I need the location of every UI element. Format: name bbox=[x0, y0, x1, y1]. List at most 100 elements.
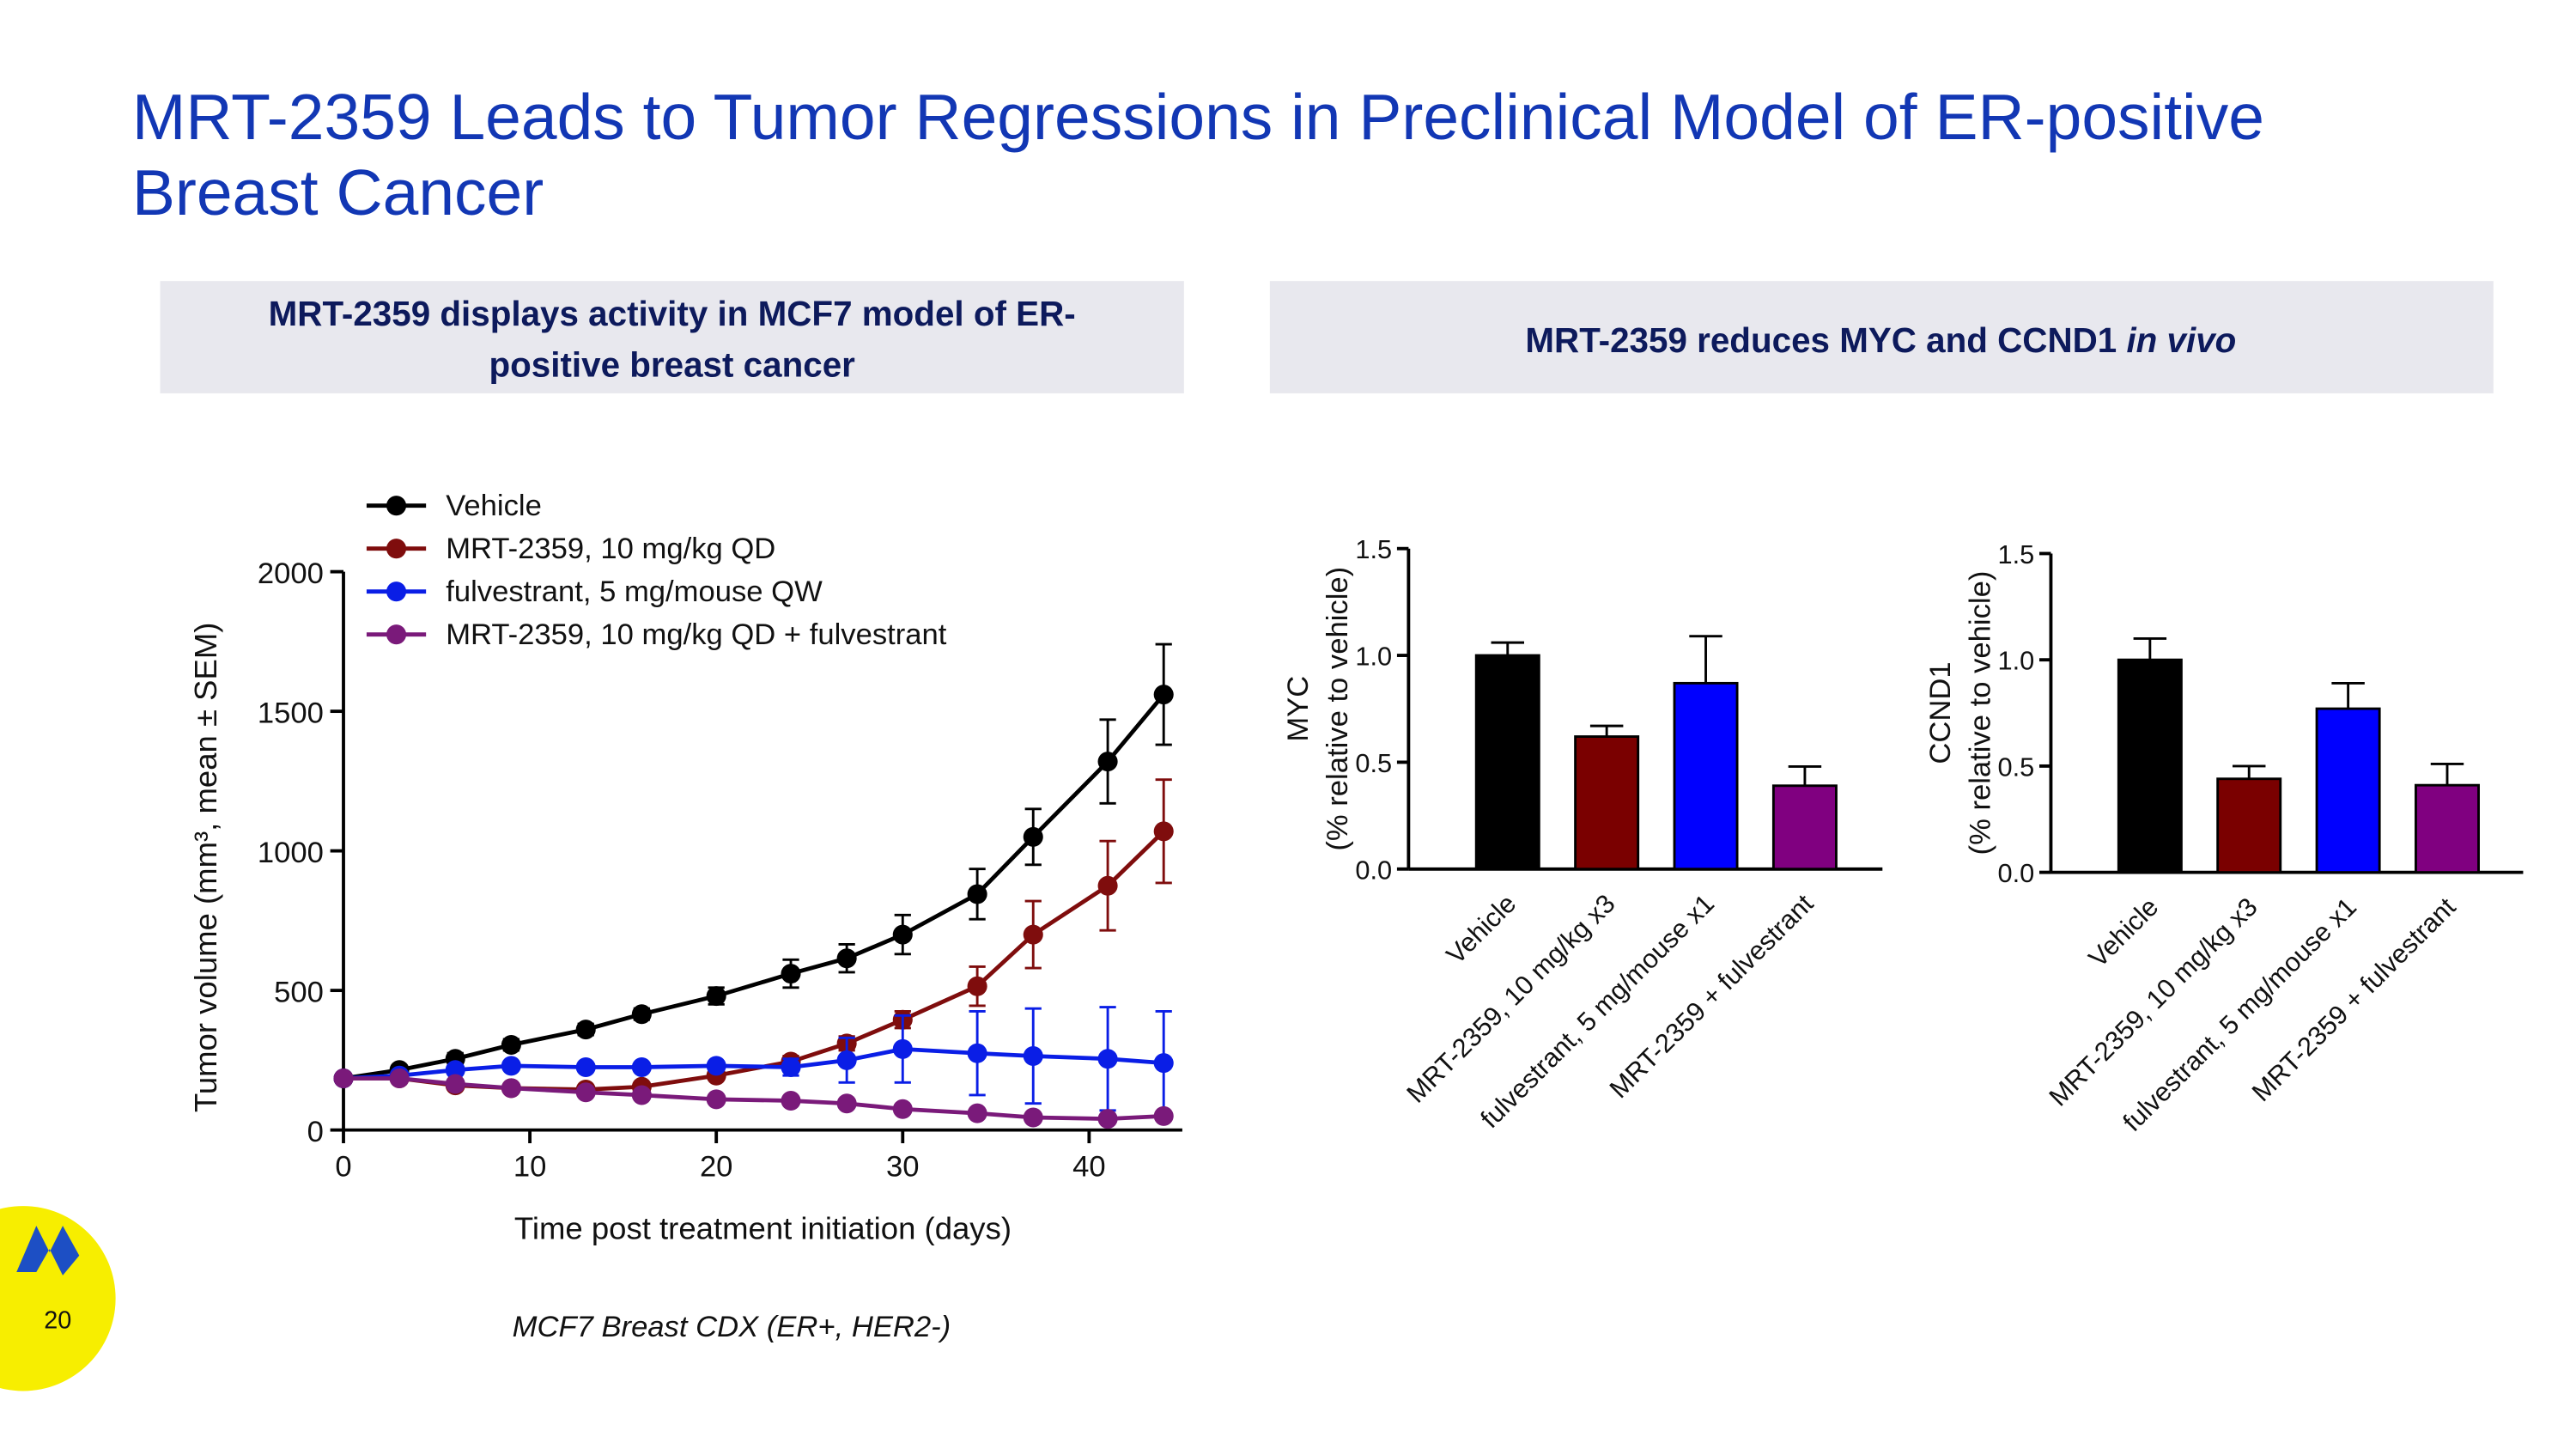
y-tick-label: 0.5 bbox=[1355, 748, 1392, 778]
error-bar bbox=[1689, 635, 1722, 684]
panel-header-bg bbox=[1269, 281, 2494, 393]
legend-label: fulvestrant, 5 mg/mouse QW bbox=[446, 575, 823, 608]
data-point bbox=[706, 986, 726, 1007]
bar bbox=[1673, 681, 1739, 871]
panel-heading: MRT-2359 reduces MYC and CCND1 in vivo bbox=[1525, 320, 2236, 360]
heading-part: in vivo bbox=[2126, 320, 2236, 360]
error-bar bbox=[1491, 641, 1524, 656]
data-point bbox=[967, 1103, 987, 1123]
bar bbox=[2415, 783, 2480, 874]
data-point bbox=[631, 1056, 652, 1078]
x-axis-title: Time post treatment initiation (days) bbox=[514, 1211, 1012, 1246]
data-point bbox=[1023, 1045, 1043, 1067]
slide-title: MRT-2359 Leads to Tumor Regressions in P… bbox=[132, 81, 2264, 153]
data-point bbox=[389, 1068, 410, 1089]
logo-badge bbox=[0, 1206, 116, 1391]
x-tick-label: MRT-2359 + fulvestrant bbox=[2246, 892, 2462, 1107]
y-tick-label: 0.5 bbox=[1997, 752, 2034, 782]
error-bar bbox=[1788, 764, 1822, 786]
data-point bbox=[1023, 924, 1043, 945]
data-point bbox=[781, 1056, 801, 1078]
data-point bbox=[706, 1056, 726, 1076]
y-tick-label: 1.0 bbox=[1355, 642, 1392, 672]
data-point bbox=[892, 1099, 913, 1119]
y-axis-title: (% relative to vehicle) bbox=[1964, 571, 1996, 855]
series-line bbox=[343, 693, 1166, 1081]
bar bbox=[1574, 735, 1640, 871]
bar bbox=[2117, 658, 2183, 874]
data-point bbox=[967, 1043, 987, 1063]
legend-label: Vehicle bbox=[446, 490, 542, 522]
panel-header-bg bbox=[160, 281, 1184, 393]
x-tick-label: Vehicle bbox=[1440, 888, 1522, 970]
data-point bbox=[575, 1020, 596, 1040]
data-point bbox=[967, 976, 987, 996]
y-tick-label: 0.0 bbox=[1997, 858, 2034, 888]
data-point bbox=[781, 1090, 801, 1111]
legend-label: MRT-2359, 10 mg/kg QD bbox=[446, 533, 775, 565]
data-point bbox=[501, 1034, 521, 1056]
legend-label: MRT-2359, 10 mg/kg QD + fulvestrant bbox=[446, 618, 947, 651]
data-point bbox=[501, 1056, 521, 1076]
y-tick-label: 1.5 bbox=[1997, 539, 2034, 569]
y-axis-title: Tumor volume (mm³, mean ± SEM) bbox=[188, 623, 223, 1113]
data-point bbox=[575, 1082, 596, 1103]
legend-marker bbox=[386, 581, 407, 602]
error-bar bbox=[1589, 724, 1624, 737]
x-tick-label: Vehicle bbox=[2082, 892, 2164, 973]
y-tick-label: 500 bbox=[274, 977, 324, 1009]
legend-marker bbox=[386, 539, 407, 559]
y-tick-label: 1000 bbox=[258, 837, 324, 869]
error-bar bbox=[2233, 764, 2266, 779]
data-point bbox=[1023, 826, 1043, 847]
data-point bbox=[631, 1004, 652, 1025]
y-axis-title: (% relative to vehicle) bbox=[1321, 567, 1354, 851]
data-point bbox=[967, 884, 987, 904]
error-bar bbox=[2331, 681, 2365, 709]
panel-heading: MRT-2359 displays activity in MCF7 model… bbox=[269, 294, 1076, 333]
y-tick-label: 1.5 bbox=[1355, 534, 1392, 564]
x-tick-label: 10 bbox=[513, 1150, 547, 1183]
y-axis-title: MYC bbox=[1282, 676, 1315, 742]
data-point bbox=[1153, 1053, 1174, 1074]
data-point bbox=[501, 1078, 521, 1099]
footnote: MCF7 Breast CDX (ER+, HER2-) bbox=[513, 1311, 951, 1343]
data-point bbox=[781, 964, 801, 984]
data-point bbox=[1097, 1109, 1118, 1129]
heading-part: MRT-2359 reduces MYC and CCND1 bbox=[1525, 320, 2117, 360]
x-tick-label: 30 bbox=[886, 1150, 920, 1183]
x-tick-label: MRT-2359 + fulvestrant bbox=[1603, 888, 1819, 1104]
page-number: 20 bbox=[44, 1306, 71, 1334]
bar bbox=[1771, 784, 1838, 871]
y-tick-label: 0 bbox=[307, 1116, 324, 1148]
legend-marker bbox=[386, 624, 407, 645]
data-point bbox=[333, 1068, 354, 1089]
y-axis-title: CCND1 bbox=[1924, 661, 1957, 764]
y-tick-label: 1.0 bbox=[1997, 646, 2034, 676]
bar bbox=[2315, 707, 2381, 874]
data-point bbox=[445, 1074, 465, 1094]
data-point bbox=[836, 1050, 857, 1070]
data-point bbox=[445, 1060, 465, 1081]
panel-heading: positive breast cancer bbox=[489, 345, 855, 385]
data-point bbox=[836, 948, 857, 969]
x-tick-label: 0 bbox=[335, 1150, 351, 1183]
data-point bbox=[1023, 1107, 1043, 1128]
error-bar bbox=[2430, 762, 2464, 786]
y-tick-label: 2000 bbox=[258, 557, 324, 590]
x-tick-label: 40 bbox=[1072, 1150, 1106, 1183]
data-point bbox=[1153, 821, 1174, 842]
data-point bbox=[706, 1089, 726, 1110]
data-point bbox=[575, 1056, 596, 1078]
data-point bbox=[1097, 752, 1118, 772]
y-tick-label: 1500 bbox=[258, 697, 324, 730]
bar bbox=[1474, 654, 1540, 871]
legend-marker bbox=[386, 496, 407, 516]
data-point bbox=[892, 1038, 913, 1059]
data-point bbox=[1097, 875, 1118, 896]
data-point bbox=[631, 1085, 652, 1105]
bar bbox=[2216, 777, 2282, 874]
